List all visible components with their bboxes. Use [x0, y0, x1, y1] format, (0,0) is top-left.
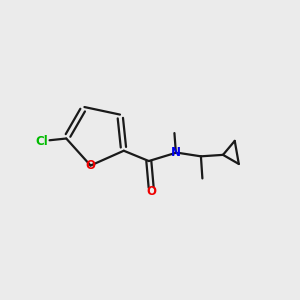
Text: O: O [146, 185, 156, 199]
Text: Cl: Cl [35, 135, 48, 148]
Text: N: N [171, 146, 181, 159]
Text: O: O [85, 159, 96, 172]
